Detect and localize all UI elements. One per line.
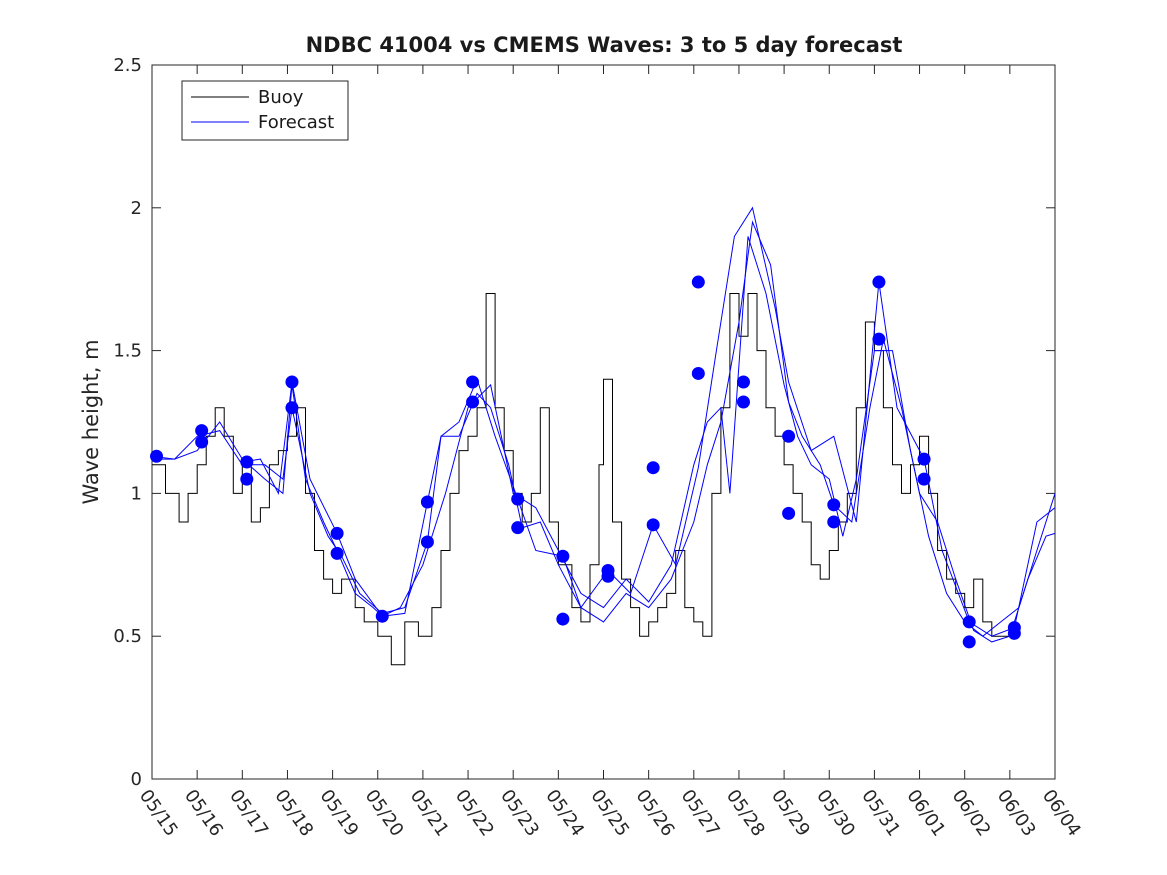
legend-box	[181, 80, 349, 141]
forecast-init-point	[691, 275, 705, 289]
x-tick-label: 06/01	[902, 786, 949, 841]
x-tick-label: 06/02	[948, 786, 995, 841]
x-tick-label: 05/26	[632, 786, 679, 841]
x-tick-label: 05/28	[722, 786, 769, 841]
forecast-init-point	[646, 518, 660, 532]
x-tick-label: 05/17	[225, 786, 272, 841]
x-tick-label: 05/30	[812, 786, 859, 841]
x-tick-label: 05/16	[180, 786, 227, 841]
forecast-init-point	[962, 615, 976, 629]
forecast-init-point	[691, 366, 705, 380]
legend: Buoy Forecast	[181, 80, 349, 141]
x-tick-label: 05/29	[767, 786, 814, 841]
x-tick-label: 05/25	[586, 786, 633, 841]
forecast-init-point	[1007, 626, 1021, 640]
legend-forecast-label: Forecast	[258, 112, 334, 133]
x-tick-label: 06/04	[1038, 786, 1085, 841]
forecast-init-point	[962, 635, 976, 649]
x-tick-label: 05/15	[135, 786, 182, 841]
x-tick-label: 05/27	[677, 786, 724, 841]
forecast-series-line	[242, 206, 1056, 637]
x-tick-label: 05/18	[270, 786, 317, 841]
forecast-init-point	[827, 498, 841, 512]
forecast-series-line	[151, 236, 1056, 637]
y-tick-label: 2.5	[113, 55, 142, 76]
forecast-init-point	[782, 429, 796, 443]
forecast-init-point	[872, 275, 886, 289]
forecast-init-point	[782, 506, 796, 520]
y-tick-label: 2	[131, 198, 142, 219]
y-tick-label: 0.5	[113, 626, 142, 647]
x-tick-label: 05/23	[496, 786, 543, 841]
forecast-init-point	[420, 535, 434, 549]
chart-title: NDBC 41004 vs CMEMS Waves: 3 to 5 day fo…	[306, 33, 903, 57]
x-tick-label: 05/24	[541, 786, 588, 841]
y-tick-label: 1	[131, 483, 142, 504]
forecast-init-point	[872, 332, 886, 346]
forecast-init-point	[466, 375, 480, 389]
forecast-init-point	[511, 521, 525, 535]
forecast-init-point	[556, 549, 570, 563]
x-tick-label: 05/31	[857, 786, 904, 841]
forecast-series-line	[152, 220, 1056, 643]
y-axis-ticks: 0 0.5 1 1.5 2 2.5	[113, 55, 1055, 790]
legend-buoy-label: Buoy	[258, 87, 304, 108]
forecast-init-point	[556, 612, 570, 626]
forecast-init-point	[466, 395, 480, 409]
forecast-init-point	[420, 495, 434, 509]
x-tick-label: 06/03	[993, 786, 1040, 841]
x-tick-label: 05/22	[451, 786, 498, 841]
forecast-init-point	[240, 455, 254, 469]
forecast-init-point	[917, 472, 931, 486]
forecast-init-point	[195, 424, 209, 438]
forecast-init-point	[285, 401, 299, 415]
x-tick-label: 05/20	[361, 786, 408, 841]
forecast-init-point	[330, 546, 344, 560]
forecast-init-point	[240, 472, 254, 486]
x-tick-label: 05/21	[406, 786, 453, 841]
forecast-init-point	[601, 569, 615, 583]
forecast-init-point	[195, 435, 209, 449]
forecast-init-point	[646, 461, 660, 475]
y-axis-label: Wave height, m	[79, 339, 103, 504]
forecast-init-point	[375, 609, 389, 623]
forecast-init-point	[827, 515, 841, 529]
forecast-init-point	[736, 375, 750, 389]
forecast-init-point	[285, 375, 299, 389]
forecast-init-point	[511, 492, 525, 506]
y-tick-label: 0	[131, 769, 142, 790]
forecast-init-point	[150, 449, 164, 463]
forecast-init-point	[330, 526, 344, 540]
marker-layer	[150, 275, 1021, 649]
x-tick-label: 05/19	[316, 786, 363, 841]
forecast-init-point	[917, 452, 931, 466]
forecast-init-point	[736, 395, 750, 409]
y-tick-label: 1.5	[113, 341, 142, 362]
